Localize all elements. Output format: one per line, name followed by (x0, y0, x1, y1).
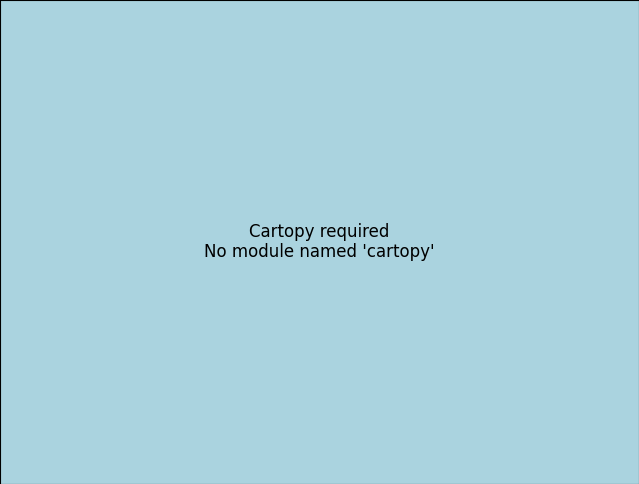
Text: Cartopy required
No module named 'cartopy': Cartopy required No module named 'cartop… (204, 223, 435, 261)
